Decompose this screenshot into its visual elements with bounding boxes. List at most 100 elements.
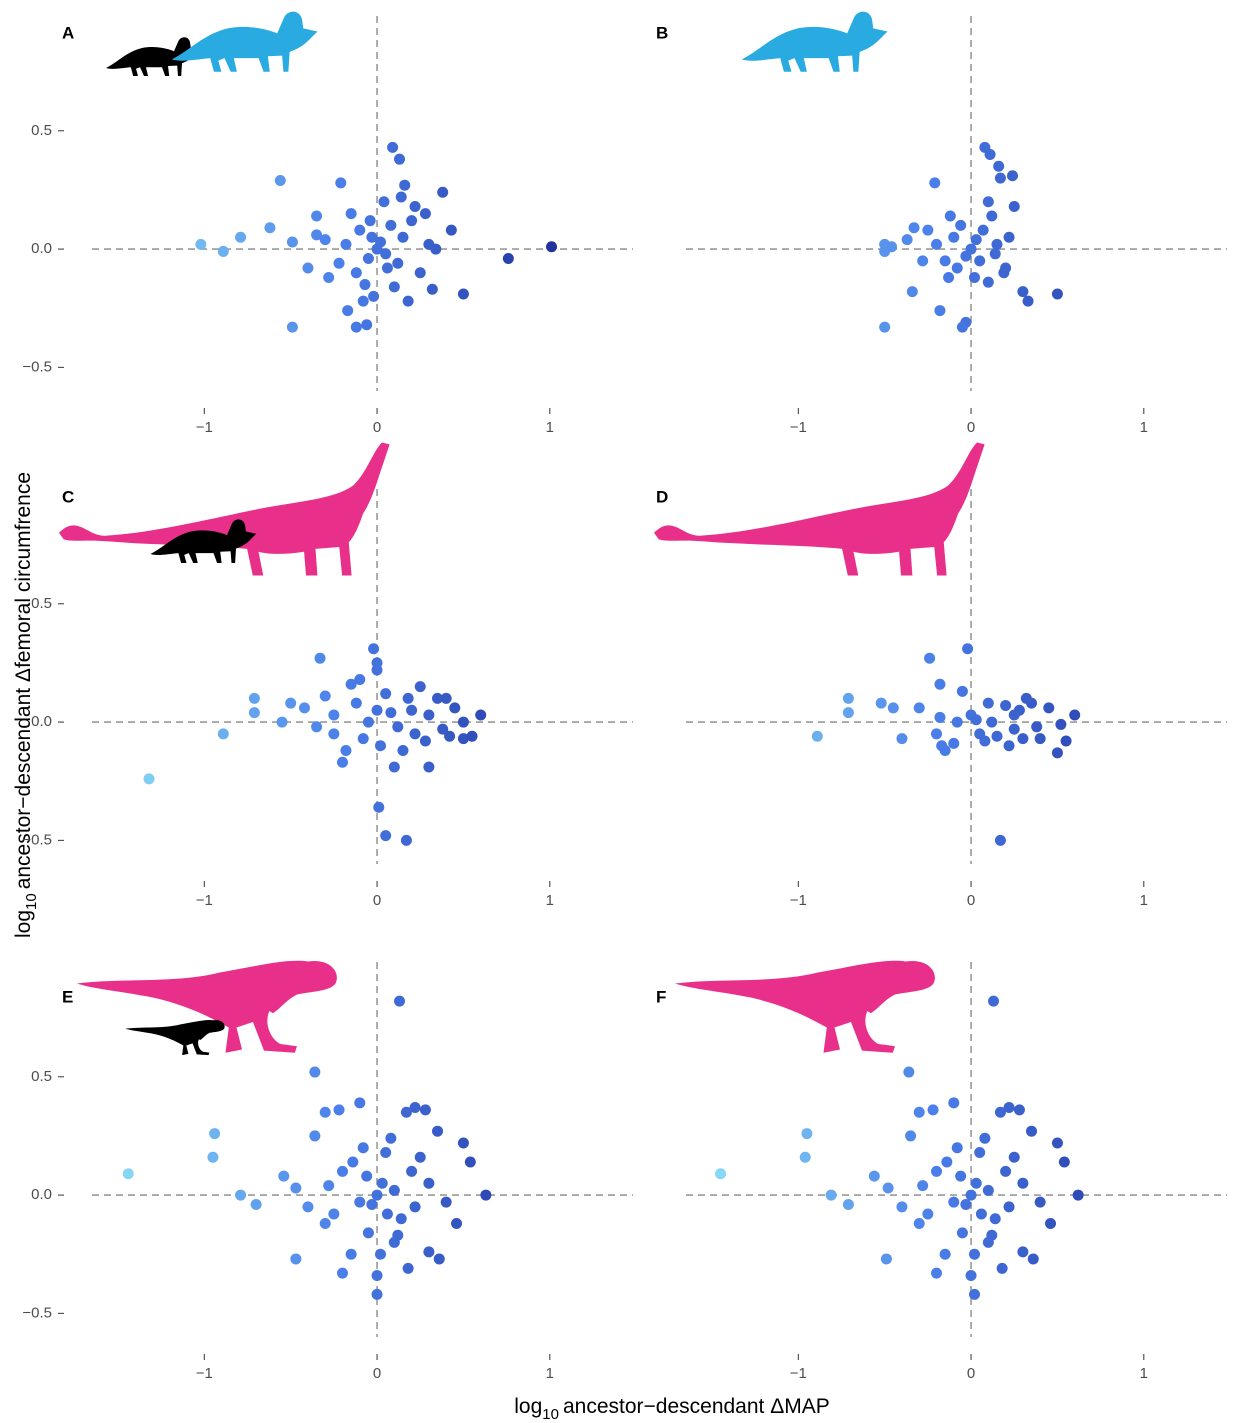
point	[437, 187, 448, 198]
point	[1000, 700, 1011, 711]
point	[290, 1182, 301, 1193]
point	[377, 1178, 388, 1189]
point	[315, 653, 326, 664]
point	[275, 175, 286, 186]
x-tick-label: 1	[546, 419, 554, 436]
x-tick-label: −1	[790, 419, 807, 436]
point	[354, 225, 365, 236]
point	[432, 1126, 443, 1137]
point	[249, 693, 260, 704]
x-tick-label: 1	[546, 1365, 554, 1382]
point	[337, 757, 348, 768]
point	[1017, 286, 1028, 297]
point	[924, 653, 935, 664]
point	[991, 731, 1002, 742]
point	[373, 802, 384, 813]
figure: log10ancestor−descendant ΔMAP log10ances…	[0, 0, 1249, 1423]
point	[948, 232, 959, 243]
point	[218, 728, 229, 739]
point	[423, 239, 434, 250]
point	[1073, 1190, 1084, 1201]
point	[387, 142, 398, 153]
point	[966, 1270, 977, 1281]
point	[366, 1199, 377, 1210]
point	[1014, 1104, 1025, 1115]
point	[207, 1152, 218, 1163]
panel-label: D	[656, 487, 668, 506]
point	[869, 1171, 880, 1182]
point	[372, 1289, 383, 1300]
point	[943, 272, 954, 283]
point	[394, 154, 405, 165]
point	[1009, 709, 1020, 720]
point	[971, 1178, 982, 1189]
point	[966, 1190, 977, 1201]
point	[218, 246, 229, 257]
point	[948, 738, 959, 749]
point	[1007, 170, 1018, 181]
point	[290, 1253, 301, 1264]
point	[931, 239, 942, 250]
point	[415, 267, 426, 278]
point	[1017, 1246, 1028, 1257]
point	[420, 735, 431, 746]
point	[144, 773, 155, 784]
point	[423, 709, 434, 720]
point	[235, 1190, 246, 1201]
x-tick-label: 0	[373, 1365, 381, 1382]
point	[983, 196, 994, 207]
point	[378, 196, 389, 207]
point	[1052, 289, 1063, 300]
point	[446, 225, 457, 236]
point	[922, 225, 933, 236]
point	[285, 698, 296, 709]
point	[427, 284, 438, 295]
point	[990, 1213, 1001, 1224]
point	[976, 1208, 987, 1219]
point	[957, 322, 968, 333]
point	[458, 1138, 469, 1149]
point	[441, 1197, 452, 1208]
point	[957, 1227, 968, 1238]
point	[309, 1067, 320, 1078]
point	[914, 1218, 925, 1229]
triceratops-silhouette	[172, 12, 318, 72]
point	[952, 1142, 963, 1153]
point	[931, 1268, 942, 1279]
point	[410, 1102, 421, 1113]
point	[346, 208, 357, 219]
point	[905, 1130, 916, 1141]
point	[458, 289, 469, 300]
point	[434, 1253, 445, 1264]
point	[952, 717, 963, 728]
point	[995, 835, 1006, 846]
sauropod-silhouette	[59, 443, 390, 576]
point	[410, 1201, 421, 1212]
point	[1004, 740, 1015, 751]
point	[449, 702, 460, 713]
point	[503, 253, 514, 264]
point	[986, 210, 997, 221]
point	[948, 1097, 959, 1108]
point	[957, 686, 968, 697]
point	[334, 1104, 345, 1115]
point	[195, 239, 206, 250]
point	[334, 258, 345, 269]
point	[934, 305, 945, 316]
point	[444, 731, 455, 742]
point	[990, 248, 1001, 259]
x-tick-label: 0	[967, 892, 975, 909]
point	[385, 220, 396, 231]
point	[1004, 232, 1015, 243]
point	[843, 693, 854, 704]
point	[826, 1190, 837, 1201]
point	[934, 679, 945, 690]
point	[328, 1208, 339, 1219]
point	[363, 1227, 374, 1238]
point	[1017, 1178, 1028, 1189]
x-tick-label: 1	[1140, 1365, 1148, 1382]
point	[983, 1185, 994, 1196]
point	[983, 277, 994, 288]
point	[917, 255, 928, 266]
point	[406, 1166, 417, 1177]
